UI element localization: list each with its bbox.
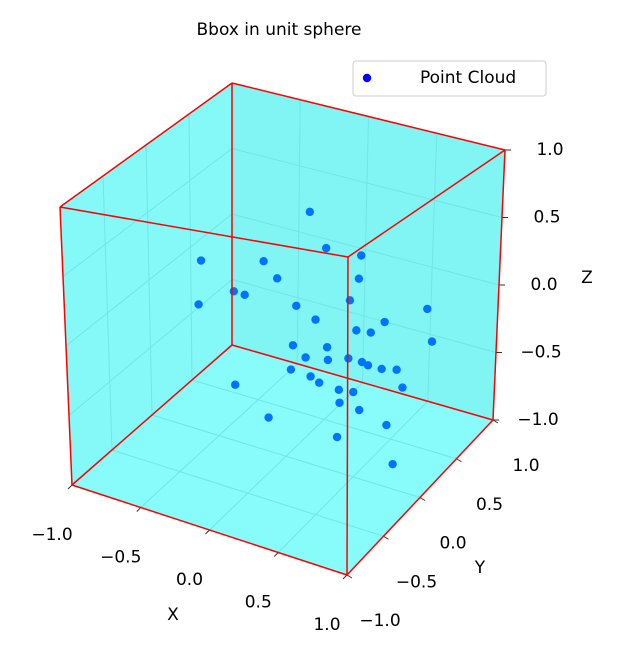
point [398, 383, 407, 392]
y-tick-label: −1.0 [359, 611, 400, 631]
grid-line [68, 279, 233, 416]
point [380, 317, 389, 327]
legend-box [352, 60, 547, 97]
grid-line [111, 449, 384, 537]
bbox-edge [231, 82, 506, 151]
z-tick-label: −0.5 [520, 343, 561, 363]
bbox-face [60, 83, 505, 575]
tick-mark [136, 507, 142, 512]
legend-marker [362, 73, 372, 83]
point [301, 353, 310, 362]
y-tick-label: 0.5 [476, 495, 503, 515]
grid-line [62, 148, 233, 277]
z-axis-label: Z [581, 268, 593, 288]
bbox-edge [71, 344, 233, 486]
grid-line [151, 414, 421, 498]
tick-mark [383, 535, 389, 540]
point [355, 405, 364, 415]
point [334, 385, 344, 394]
grid-line [231, 279, 497, 353]
point [323, 355, 333, 365]
tick-mark [419, 497, 426, 501]
point [292, 301, 301, 311]
bbox-edge [347, 149, 506, 258]
point [335, 398, 344, 407]
point [354, 274, 364, 283]
tick-mark [273, 552, 279, 557]
bbox-edge [231, 344, 494, 421]
bbox-edge [59, 206, 349, 258]
bbox-edge [59, 82, 233, 208]
point [272, 274, 282, 283]
point [377, 364, 386, 374]
y-axis-label: Y [474, 558, 486, 578]
bbox-edge [346, 419, 494, 576]
point [196, 256, 206, 265]
point [306, 372, 315, 381]
z-tick-label: −1.0 [517, 410, 558, 430]
x-tick-label: 0.5 [245, 593, 272, 613]
z-tick-label: 1.0 [536, 140, 563, 160]
x-axis-label: X [167, 605, 179, 625]
grid-line [65, 213, 233, 347]
point [332, 432, 342, 442]
grid-line [231, 148, 503, 218]
point [392, 365, 401, 374]
grid-line [231, 213, 500, 286]
point [366, 328, 375, 337]
x-tick-label: 0.0 [176, 570, 203, 590]
tick-mark [205, 529, 210, 535]
tick-mark [346, 574, 353, 579]
point [322, 343, 332, 352]
point [357, 357, 367, 367]
point [305, 207, 315, 217]
point [349, 387, 358, 397]
point [194, 300, 203, 309]
y-tick-label: 1.0 [512, 456, 539, 476]
z-tick-label: 0.5 [533, 208, 560, 228]
x-tick-label: 1.0 [313, 615, 340, 635]
point [388, 459, 397, 469]
point [427, 337, 437, 346]
point [314, 378, 324, 387]
point [352, 326, 361, 335]
chart-title: Bbox in unit sphere [197, 20, 362, 40]
point [264, 413, 273, 422]
x-tick-label: −1.0 [31, 525, 72, 545]
point [322, 243, 331, 253]
tick-mark [342, 574, 348, 580]
bbox-edge [346, 256, 349, 576]
z-tick-label: 0.0 [530, 275, 557, 295]
point [231, 380, 240, 389]
point [240, 290, 249, 299]
point [288, 341, 298, 350]
point [286, 365, 296, 374]
bbox-edge [59, 206, 73, 486]
x-tick-label: −0.5 [100, 548, 141, 568]
grid-line [191, 379, 457, 460]
y-tick-label: −0.5 [396, 572, 437, 592]
point [423, 304, 432, 314]
y-tick-label: 0.0 [439, 534, 466, 554]
bbox-edge [71, 484, 348, 576]
point [259, 257, 268, 266]
point [311, 315, 320, 324]
tick-mark [456, 458, 462, 463]
point [382, 420, 391, 430]
legend-label: Point Cloud [420, 68, 516, 88]
point [357, 251, 366, 260]
tick-mark [67, 484, 73, 490]
bbox-edge [492, 149, 506, 421]
